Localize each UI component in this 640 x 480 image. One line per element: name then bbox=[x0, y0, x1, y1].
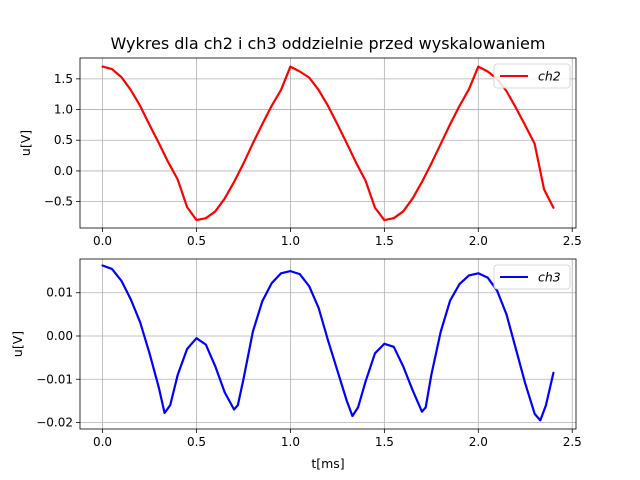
bottom-legend: ch3 bbox=[493, 264, 571, 290]
top-legend-box bbox=[493, 63, 571, 89]
top-y-tick-label: 0.5 bbox=[54, 133, 73, 147]
bottom-y-tick-label: −0.02 bbox=[36, 416, 73, 430]
legend-label-ch3: ch3 bbox=[538, 270, 561, 285]
bottom-x-tick-label: 2.0 bbox=[469, 435, 488, 449]
bottom-y-tick-label: 0.00 bbox=[46, 329, 73, 343]
bottom-x-tick-label: 1.0 bbox=[281, 435, 300, 449]
top-x-tick-label: 0.0 bbox=[93, 234, 112, 248]
top-x-tick-label: 1.5 bbox=[375, 234, 394, 248]
top-legend: ch2 bbox=[493, 63, 571, 89]
top-x-tick-label: 2.5 bbox=[563, 234, 582, 248]
series-line-ch3 bbox=[101, 264, 555, 422]
chart-title: Wykres dla ch2 i ch3 oddzielnie przed wy… bbox=[111, 34, 546, 53]
top-y-tick-label: 1.5 bbox=[54, 72, 73, 86]
top-y-tick-label: −0.5 bbox=[44, 195, 73, 209]
top-y-tick-label: 0.0 bbox=[54, 164, 73, 178]
bottom-axes-frame bbox=[79, 258, 577, 430]
bottom-x-axis-label: t[ms] bbox=[311, 456, 344, 471]
bottom-x-tick-label: 0.5 bbox=[187, 435, 206, 449]
bottom-y-axis-label: u[V] bbox=[10, 331, 25, 357]
top-x-tick-label: 0.5 bbox=[187, 234, 206, 248]
top-x-tick-label: 2.0 bbox=[469, 234, 488, 248]
bottom-x-tick-label: 0.0 bbox=[93, 435, 112, 449]
top-grid bbox=[80, 58, 576, 228]
top-y-tick-label: 1.0 bbox=[54, 103, 73, 117]
top-axes-frame bbox=[79, 57, 577, 229]
legend-label-ch2: ch2 bbox=[538, 69, 561, 84]
subplot-bottom: 0.0 0.5 1.0 1.5 2.0 2.5 −0.02 −0.01 0.00 0.01 u[V]… bbox=[10, 258, 582, 471]
bottom-grid bbox=[80, 259, 576, 429]
bottom-legend-box bbox=[493, 264, 571, 290]
top-x-tick-label: 1.0 bbox=[281, 234, 300, 248]
bottom-y-tick-label: −0.01 bbox=[36, 372, 73, 386]
series-line-ch2 bbox=[101, 65, 555, 222]
bottom-y-tick-label: 0.01 bbox=[46, 286, 73, 300]
top-y-axis-label: u[V] bbox=[18, 130, 33, 156]
bottom-x-tick-label: 2.5 bbox=[563, 435, 582, 449]
bottom-x-tick-label: 1.5 bbox=[375, 435, 394, 449]
subplot-top: 0.0 0.5 1.0 1.5 2.0 2.5 −0.5 0.0 0.5 1.0 1.5 u[V] ch… bbox=[18, 57, 582, 248]
